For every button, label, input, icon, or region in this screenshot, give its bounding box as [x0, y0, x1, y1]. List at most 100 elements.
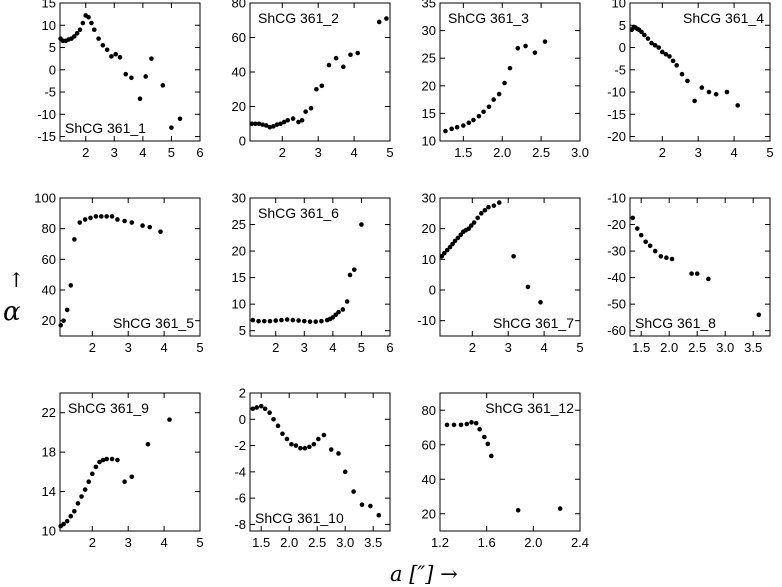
x-tick-label: 3 — [315, 145, 322, 160]
data-point — [285, 118, 290, 123]
data-point — [91, 27, 97, 33]
panel-6: 2 3 4 5 6 5 10 15 20 25 30 ShCG 361_6 — [232, 191, 394, 356]
data-point — [72, 508, 77, 514]
data-point — [442, 250, 447, 256]
data-point — [485, 441, 491, 447]
data-point — [77, 220, 83, 225]
x-tick-label: 2.5 — [688, 340, 706, 355]
y-tick-label: 20 — [232, 244, 246, 259]
y-tick-label: 60 — [42, 252, 56, 267]
data-point — [298, 445, 303, 451]
data-point — [122, 479, 127, 485]
data-point — [630, 215, 636, 221]
data-point — [284, 317, 290, 322]
data-point — [129, 474, 135, 480]
data-point — [489, 453, 494, 459]
y-tick-label: -10 — [607, 85, 626, 100]
panel-frame — [439, 2, 581, 142]
x-tick-label: 5 — [576, 340, 583, 355]
x-tick-label: 4 — [160, 535, 167, 550]
data-point — [96, 36, 101, 41]
data-point — [475, 215, 480, 221]
data-point — [113, 51, 119, 57]
x-tick-label: 3.0 — [336, 535, 354, 550]
data-point — [129, 220, 135, 225]
data-point — [93, 214, 99, 219]
data-point — [525, 284, 531, 290]
panel-5: 2 3 4 5 20 40 60 80 100 ShCG 361_5 — [34, 191, 203, 356]
y-tick-label: -6 — [234, 491, 246, 506]
data-point — [642, 32, 647, 38]
data-point — [261, 318, 267, 324]
y-tick-label: 10 — [232, 297, 246, 312]
data-point — [271, 416, 276, 422]
data-point — [143, 74, 149, 79]
data-point — [256, 318, 261, 324]
y-tick-label: 15 — [42, 0, 56, 11]
data-point — [169, 125, 174, 130]
data-point — [450, 241, 455, 247]
y-tick-label: 40 — [422, 472, 436, 487]
panel-label: ShCG 361_1 — [65, 120, 146, 136]
y-tick-label: 30 — [422, 23, 436, 38]
x-tick-label: 1.2 — [431, 535, 449, 550]
data-point — [123, 71, 129, 77]
data-point — [117, 55, 123, 60]
x-tick-label: 2.0 — [493, 145, 511, 160]
y-tick-label: -10 — [37, 107, 56, 122]
data-point — [100, 42, 106, 48]
data-point — [652, 42, 658, 48]
data-point — [638, 232, 644, 238]
data-point — [158, 229, 163, 235]
data-point — [86, 479, 92, 485]
y-tick-label: 40 — [232, 65, 246, 80]
data-point — [167, 417, 172, 422]
data-point — [342, 469, 348, 475]
panel-frame — [629, 197, 771, 337]
data-point — [89, 20, 94, 26]
data-point — [679, 71, 685, 77]
data-point — [58, 322, 64, 328]
y-tick-label: 80 — [42, 221, 56, 236]
data-point — [61, 521, 66, 527]
x-tick-label: 2.5 — [532, 145, 550, 160]
data-point — [478, 211, 484, 216]
y-tick-label: -20 — [607, 217, 626, 232]
x-tick-label: 4 — [329, 340, 336, 355]
data-point — [82, 487, 88, 492]
x-tick-label: 5 — [358, 340, 365, 355]
x-tick-label: 4 — [139, 145, 146, 160]
data-point — [359, 222, 364, 227]
x-tick-label: 2.4 — [571, 535, 589, 550]
data-point — [663, 51, 669, 57]
y-tick-label: 80 — [232, 0, 246, 11]
data-point — [694, 271, 700, 276]
y-tick-label: 15 — [422, 106, 436, 121]
data-point — [376, 512, 382, 518]
data-point — [64, 307, 70, 313]
panel-11: 1.2 1.6 2.0 2.4 20 40 60 80 ShCG 361_12 — [422, 392, 589, 550]
data-point — [303, 109, 308, 114]
panel-8: 1.5 2.0 2.5 3.0 3.5 -60 -50 -40 -30 -20 -10 ShCG 36… — [607, 191, 771, 355]
data-point — [664, 255, 669, 261]
data-point — [347, 272, 353, 278]
data-point — [145, 441, 151, 447]
data-point — [496, 91, 502, 97]
data-point — [314, 86, 319, 92]
data-point — [384, 16, 389, 21]
data-point — [319, 83, 325, 89]
data-point — [289, 441, 294, 447]
x-tick-label: 2 — [82, 145, 89, 160]
data-point — [293, 443, 299, 448]
data-point — [491, 203, 497, 208]
panel-frame — [439, 197, 581, 337]
data-point — [468, 223, 474, 228]
y-tick-label: -20 — [607, 129, 626, 144]
data-point — [98, 214, 104, 219]
x-tick-label: 2.5 — [308, 535, 326, 550]
data-point — [249, 121, 255, 127]
data-point — [250, 317, 256, 323]
data-point — [557, 506, 563, 511]
y-tick-label: -60 — [607, 323, 626, 338]
